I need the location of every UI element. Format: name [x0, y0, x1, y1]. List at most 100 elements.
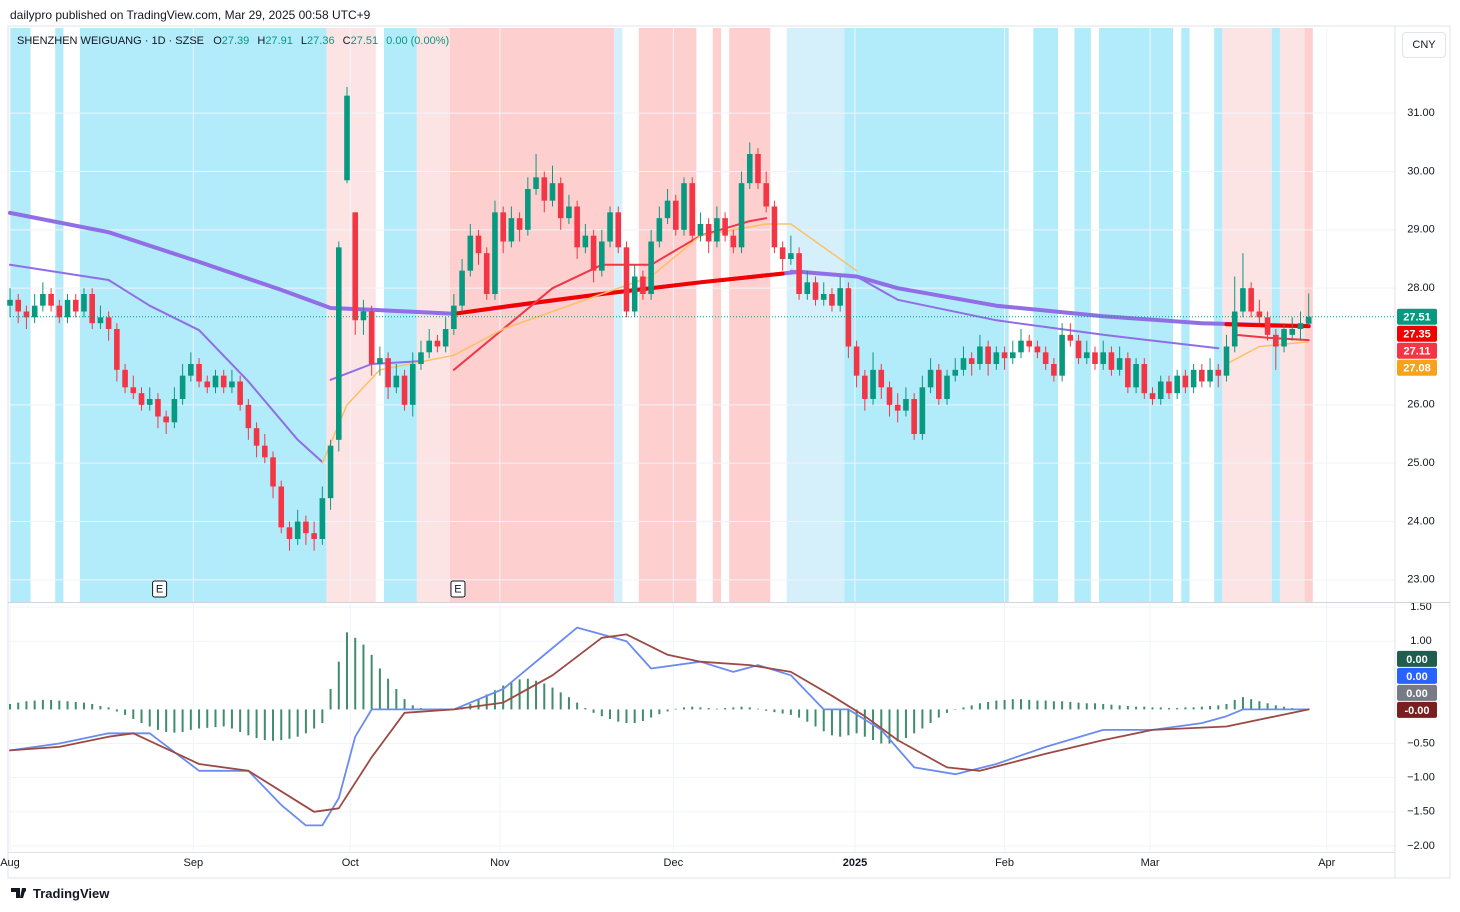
candle-body: [664, 200, 671, 219]
candle-body: [985, 346, 991, 364]
price-tag-label: 27.51: [1403, 312, 1431, 324]
candle-body: [1083, 352, 1090, 359]
candle-body: [97, 317, 104, 324]
candle-body: [1264, 317, 1271, 335]
candle-body: [919, 387, 926, 434]
x-tick-label: 2025: [843, 857, 867, 869]
candle-body: [89, 294, 95, 324]
histogram-bar: [346, 632, 349, 710]
candle-body: [1207, 369, 1213, 382]
candle-body: [40, 294, 46, 306]
candle-body: [648, 241, 654, 294]
candle-body: [188, 364, 194, 376]
histogram-bar: [929, 709, 932, 724]
candle-body: [541, 177, 548, 201]
candle-body: [1018, 340, 1024, 353]
histogram-bar: [304, 709, 307, 734]
histogram-bar: [1110, 704, 1113, 710]
candle-body: [1223, 346, 1230, 376]
histogram-bar: [132, 709, 135, 719]
candle-body: [944, 375, 950, 399]
candle-body: [72, 299, 79, 312]
candle-body: [344, 95, 350, 181]
candle-body: [566, 206, 572, 219]
candle-body: [894, 404, 901, 411]
candle-body: [368, 311, 375, 364]
histogram-bar: [477, 699, 480, 710]
state-band: [1181, 28, 1190, 602]
histogram-bar: [354, 637, 357, 710]
histogram-bar: [17, 702, 20, 710]
histogram-bar: [913, 709, 916, 734]
candle-body: [393, 375, 400, 388]
state-band: [589, 28, 615, 602]
candle-body: [319, 498, 326, 539]
histogram-bar: [617, 709, 620, 722]
histogram-bar: [173, 709, 176, 733]
state-band: [614, 28, 623, 602]
price-tag-label: 27.35: [1403, 329, 1431, 341]
y-tick-label: 28.00: [1407, 282, 1435, 294]
histogram-bar: [699, 707, 702, 710]
candle-body: [640, 276, 646, 294]
currency-button[interactable]: CNY: [1402, 32, 1446, 58]
candle-body: [56, 305, 63, 318]
histogram-bar: [707, 708, 710, 710]
candle-body: [409, 364, 416, 405]
candle-body: [755, 154, 761, 184]
candle-body: [516, 218, 523, 230]
candle-body: [1125, 358, 1131, 388]
histogram-bar: [1200, 706, 1203, 710]
candle-body: [335, 247, 342, 440]
histogram-bar: [411, 705, 414, 710]
change: 0.00 (0.00%): [386, 35, 450, 47]
histogram-bar: [91, 703, 94, 710]
state-band: [729, 28, 771, 602]
price-tag: [1397, 667, 1437, 684]
histogram-bar: [666, 709, 669, 712]
histogram-bar: [321, 709, 324, 724]
candle-body: [1157, 381, 1164, 399]
y-tick-label: 30.00: [1407, 165, 1435, 177]
state-band: [104, 28, 327, 602]
histogram-bar: [99, 706, 102, 710]
candle-body: [155, 399, 161, 417]
histogram-bar: [1283, 706, 1286, 710]
candle-body: [796, 253, 802, 294]
candle-body: [294, 521, 301, 539]
candle-body: [672, 200, 679, 230]
histogram-bar: [502, 685, 505, 710]
candle-body: [549, 183, 556, 201]
candle-body: [500, 212, 506, 242]
histogram-bar: [641, 709, 644, 722]
candle-body: [1273, 334, 1279, 347]
histogram-bar: [206, 709, 209, 728]
histogram-bar: [543, 683, 546, 710]
candle-body: [820, 294, 827, 300]
histogram-bar: [559, 692, 562, 710]
histogram-bar: [715, 708, 718, 710]
candle-body: [327, 445, 334, 499]
candle-body: [1215, 369, 1222, 376]
candle-body: [574, 206, 580, 248]
histogram-bar: [1192, 707, 1195, 710]
logo: [22, 888, 26, 892]
histogram-bar: [1069, 701, 1072, 710]
y-tick-label: 29.00: [1407, 224, 1435, 236]
candle-body: [229, 381, 235, 388]
candle-body: [746, 154, 753, 184]
histogram-bar: [1151, 707, 1154, 710]
candle-body: [15, 299, 22, 312]
y-tick-label: −1.00: [1407, 772, 1435, 784]
price-tag: [1397, 308, 1437, 325]
event-label: E: [156, 583, 163, 595]
histogram-bar: [337, 661, 340, 710]
candle-body: [1305, 316, 1312, 324]
histogram-bar: [263, 709, 266, 741]
x-tick-label: Mar: [1141, 857, 1160, 869]
candle-body: [1256, 311, 1263, 318]
candle-body: [705, 224, 712, 242]
candle-body: [418, 352, 424, 364]
candle-body: [738, 183, 745, 248]
